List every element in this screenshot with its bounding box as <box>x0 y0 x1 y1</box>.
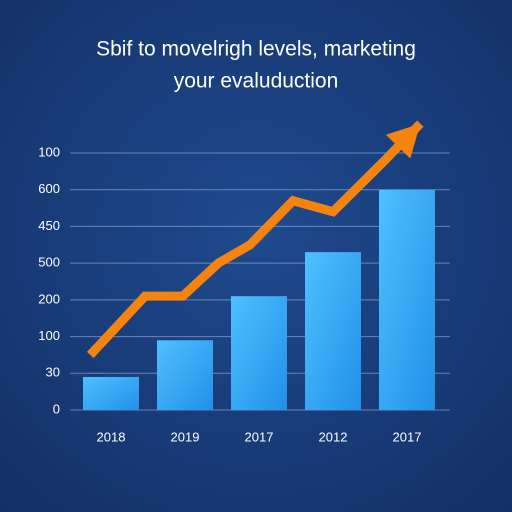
y-tick-label: 500 <box>38 255 60 270</box>
bar <box>157 340 213 410</box>
bar <box>231 296 287 410</box>
chart-title: Sbif to movelrigh levels, marketing <box>96 38 416 61</box>
y-tick-label: 450 <box>38 218 60 233</box>
x-tick-label: 2018 <box>97 429 126 444</box>
y-tick-label: 100 <box>38 144 60 159</box>
chart-title: your evaluduction <box>174 70 339 93</box>
y-tick-label: 600 <box>38 181 60 196</box>
arrow-head <box>385 123 421 159</box>
bar <box>305 252 361 410</box>
bar <box>379 189 435 410</box>
bar <box>83 376 139 410</box>
x-tick-label: 2012 <box>319 429 348 444</box>
y-tick-label: 0 <box>53 401 60 416</box>
x-tick-label: 2019 <box>171 429 200 444</box>
x-tick-label: 2017 <box>245 429 274 444</box>
y-tick-label: 30 <box>46 365 60 380</box>
x-tick-label: 2017 <box>393 429 422 444</box>
y-tick-label: 100 <box>38 328 60 343</box>
y-tick-label: 200 <box>38 291 60 306</box>
trend-line <box>86 120 424 358</box>
